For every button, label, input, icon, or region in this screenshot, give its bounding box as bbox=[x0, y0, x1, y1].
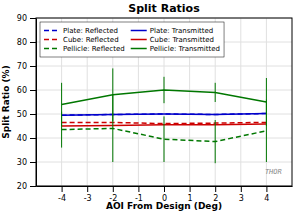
plot-area bbox=[62, 68, 267, 163]
legend-item: Pellicle: Transmitted bbox=[131, 45, 220, 53]
series-line bbox=[62, 114, 267, 116]
y-axis-tick: 90 bbox=[17, 14, 36, 23]
y-axis-tick-mark bbox=[30, 186, 36, 187]
legend-item: Plate: Transmitted bbox=[131, 27, 214, 35]
y-axis-tick: 50 bbox=[17, 110, 36, 119]
legend: Plate: ReflectedPlate: TransmittedCube: … bbox=[40, 22, 224, 57]
x-axis-tick: -4 bbox=[58, 186, 66, 203]
series bbox=[62, 114, 267, 116]
x-axis-tick-mark bbox=[113, 186, 114, 192]
legend-swatch bbox=[44, 48, 60, 50]
x-axis-title: AOI From Design (Deg) bbox=[106, 201, 222, 211]
y-axis-tick-mark bbox=[30, 42, 36, 43]
series bbox=[62, 114, 267, 116]
legend-box bbox=[40, 22, 224, 57]
x-axis-tick-label: -3 bbox=[84, 194, 92, 203]
y-axis-tick-label: 40 bbox=[17, 134, 27, 143]
legend-label: Cube: Transmitted bbox=[150, 36, 214, 44]
y-axis-tick-label: 90 bbox=[17, 14, 27, 23]
x-axis-tick: 3 bbox=[239, 186, 244, 203]
legend-swatch bbox=[131, 48, 147, 50]
x-axis-tick-mark bbox=[164, 186, 165, 192]
y-axis: 20 30 40 50 60 70 80 90 bbox=[17, 14, 37, 191]
series-line bbox=[62, 114, 267, 116]
x-axis-tick-mark bbox=[87, 186, 88, 192]
series-line bbox=[62, 128, 267, 141]
legend-label: Plate: Reflected bbox=[63, 27, 118, 35]
watermark: THOR bbox=[265, 168, 282, 176]
y-axis-tick: 20 bbox=[17, 182, 36, 191]
legend-label: Pellicle: Reflected bbox=[63, 45, 125, 53]
chart: -4-3-2-1012342030405060708090Split Ratio… bbox=[0, 0, 300, 212]
y-axis-tick-label: 60 bbox=[17, 86, 27, 95]
x-axis-tick-label: 4 bbox=[264, 194, 269, 203]
title: Split Ratios bbox=[128, 2, 200, 15]
y-axis-tick-mark bbox=[30, 90, 36, 91]
legend-item: Pellicle: Reflected bbox=[44, 45, 125, 53]
y-axis-title: Split Ratio (%) bbox=[1, 65, 11, 138]
series bbox=[62, 68, 267, 126]
y-axis-tick-label: 70 bbox=[17, 62, 27, 71]
x-axis-tick: -3 bbox=[84, 186, 92, 203]
x-axis-tick-label: 3 bbox=[239, 194, 244, 203]
legend-label: Cube: Reflected bbox=[63, 36, 119, 44]
series bbox=[62, 95, 267, 163]
series-line bbox=[62, 90, 267, 104]
x-axis-tick: 4 bbox=[264, 186, 269, 203]
legend-item: Plate: Reflected bbox=[44, 27, 118, 35]
legend-swatch bbox=[44, 39, 60, 41]
grid-line-y bbox=[36, 114, 292, 115]
legend-item: Cube: Reflected bbox=[44, 36, 119, 44]
x-axis-tick-mark bbox=[266, 186, 267, 192]
plot-frame bbox=[36, 18, 292, 186]
y-axis-tick: 80 bbox=[17, 38, 36, 47]
y-axis-tick-mark bbox=[30, 18, 36, 19]
x-axis-tick-label: -4 bbox=[58, 194, 66, 203]
y-axis-tick-label: 20 bbox=[17, 182, 27, 191]
y-axis-tick: 30 bbox=[17, 158, 36, 167]
error-bar bbox=[164, 116, 165, 162]
legend-label: Pellicle: Transmitted bbox=[150, 45, 220, 53]
y-axis-tick-mark bbox=[30, 114, 36, 115]
grid-line-x bbox=[240, 18, 241, 186]
y-axis-tick-mark bbox=[30, 66, 36, 67]
legend-swatch bbox=[131, 30, 147, 32]
x-axis-tick-mark bbox=[215, 186, 216, 192]
y-axis-tick: 70 bbox=[17, 62, 36, 71]
y-axis-tick-label: 30 bbox=[17, 158, 27, 167]
y-axis-tick-label: 50 bbox=[17, 110, 27, 119]
grid bbox=[36, 18, 292, 186]
y-axis-tick: 60 bbox=[17, 86, 36, 95]
y-axis-tick-mark bbox=[30, 162, 36, 163]
y-axis-tick: 40 bbox=[17, 134, 36, 143]
legend-label: Plate: Transmitted bbox=[150, 27, 214, 35]
x-axis-tick-mark bbox=[241, 186, 242, 192]
x-axis-tick-mark bbox=[138, 186, 139, 192]
x-axis-tick-mark bbox=[190, 186, 191, 192]
legend-item: Cube: Transmitted bbox=[131, 36, 214, 44]
legend-swatch bbox=[131, 39, 147, 41]
y-axis-tick-mark bbox=[30, 138, 36, 139]
y-axis-tick-label: 80 bbox=[17, 38, 27, 47]
grid-line-y bbox=[36, 66, 292, 67]
legend-swatch bbox=[44, 30, 60, 32]
x-axis-tick-mark bbox=[62, 186, 63, 192]
